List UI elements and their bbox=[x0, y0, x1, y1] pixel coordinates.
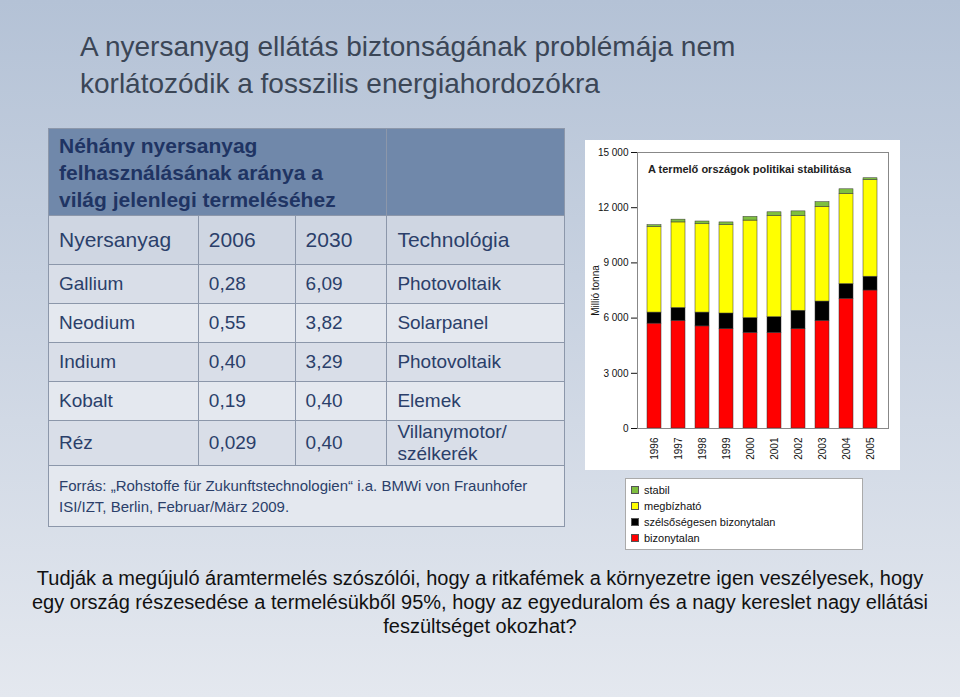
html-text:Indium: Indium bbox=[59, 351, 116, 372]
svg-text:2002: 2002 bbox=[793, 437, 804, 460]
svg-text:6 000: 6 000 bbox=[603, 312, 628, 323]
html-text:A termelő országok politikai s: A termelő országok politikai stabilitása bbox=[648, 163, 852, 175]
html-text:Neodium: Neodium bbox=[59, 312, 135, 333]
html-text:0,55: 0,55 bbox=[208, 312, 246, 333]
html-text:Néhány nyersanyag felhasználás: Néhány nyersanyag felhasználásának arány… bbox=[59, 133, 336, 211]
html-text:bizonytalan: bizonytalan bbox=[644, 532, 700, 544]
html-text:6,09: 6,09 bbox=[305, 273, 343, 294]
html-text:A nyersanyag ellátás biztonság: A nyersanyag ellátás biztonságának probl… bbox=[80, 31, 736, 99]
html-text:Gallium: Gallium bbox=[59, 273, 124, 294]
svg-text:2005: 2005 bbox=[865, 437, 876, 460]
html-text:Villanymotor/ szélkerék: Villanymotor/ szélkerék bbox=[397, 421, 507, 464]
html-text:Tudják a megújuló áramtermelés: Tudják a megújuló áramtermelés szószólói… bbox=[32, 567, 928, 637]
html-text:Technológia: Technológia bbox=[397, 228, 510, 251]
svg-text:1998: 1998 bbox=[697, 437, 708, 460]
html-text:megbízható: megbízható bbox=[644, 500, 702, 512]
svg-text:9 000: 9 000 bbox=[603, 257, 628, 268]
html-text:Photovoltaik: Photovoltaik bbox=[397, 351, 501, 372]
html-text:szélsőségesen bizonytalan: szélsőségesen bizonytalan bbox=[644, 516, 776, 528]
svg-text:2000: 2000 bbox=[745, 437, 756, 460]
html-text:0,28: 0,28 bbox=[208, 273, 246, 294]
html-text:2030: 2030 bbox=[305, 228, 353, 251]
html-text:Elemek: Elemek bbox=[397, 390, 461, 411]
svg-text:2004: 2004 bbox=[841, 437, 852, 460]
svg-text:0: 0 bbox=[623, 423, 629, 434]
html-text:0,40: 0,40 bbox=[305, 432, 343, 453]
html-text:Forrás: „Rohstoffe für Zukunft: Forrás: „Rohstoffe für Zukunftstechnolog… bbox=[59, 477, 528, 515]
svg-text:Millió tonna: Millió tonna bbox=[590, 265, 601, 316]
svg-text:1999: 1999 bbox=[721, 437, 732, 460]
html-text:0,029: 0,029 bbox=[208, 432, 257, 453]
svg-text:15 000: 15 000 bbox=[598, 147, 629, 158]
svg-text:2003: 2003 bbox=[817, 437, 828, 460]
svg-text:12 000: 12 000 bbox=[598, 202, 629, 213]
svg-text:2001: 2001 bbox=[769, 437, 780, 460]
html-text:0,40: 0,40 bbox=[305, 390, 343, 411]
svg-text:3 000: 3 000 bbox=[603, 368, 628, 379]
html-text:Solarpanel: Solarpanel bbox=[397, 312, 489, 333]
svg-text:1996: 1996 bbox=[649, 437, 660, 460]
html-text:Photovoltaik: Photovoltaik bbox=[397, 273, 501, 294]
html-text:3,82: 3,82 bbox=[305, 312, 343, 333]
svg-text:1997: 1997 bbox=[673, 437, 684, 460]
html-text:2006: 2006 bbox=[208, 228, 256, 251]
html-text:3,29: 3,29 bbox=[305, 351, 343, 372]
html-text:Nyersanyag: Nyersanyag bbox=[59, 228, 172, 251]
html-text:stabil: stabil bbox=[644, 484, 670, 496]
html-text:0,19: 0,19 bbox=[208, 390, 246, 411]
html-text:Kobalt: Kobalt bbox=[59, 390, 113, 411]
html-text:0,40: 0,40 bbox=[208, 351, 246, 372]
html-text:Réz: Réz bbox=[59, 432, 93, 453]
